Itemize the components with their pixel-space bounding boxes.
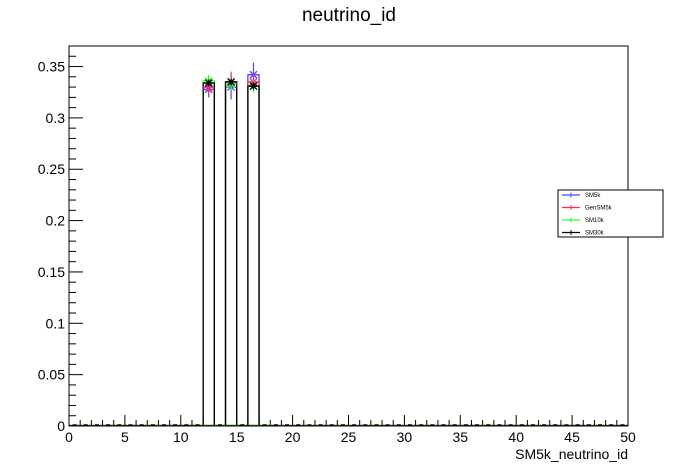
legend-box (557, 189, 664, 238)
legend-label-SM5k: SM5k (585, 193, 601, 199)
legend-label-SM10k: SM10k (585, 218, 605, 224)
marker-star-SM30k-0 (205, 79, 213, 87)
x-axis-label: SM5k_neutrino_id (515, 446, 628, 462)
x-tick-label: 35 (453, 429, 469, 445)
y-tick-label: 0 (57, 418, 65, 434)
bar-SM5k-1 (224, 86, 238, 426)
legend-label-GenSM5k: GenSM5k (585, 206, 613, 212)
x-tick-label: 25 (341, 429, 357, 445)
bar-GenSM5k-0 (202, 86, 215, 426)
y-tick-label: 0.35 (38, 59, 65, 75)
y-tick-label: 0.15 (38, 264, 65, 280)
y-tick-label: 0.1 (46, 315, 66, 331)
bar-SM10k-2 (247, 85, 260, 426)
x-tick-label: 50 (620, 429, 636, 445)
marker-star-SM30k-1 (227, 78, 235, 86)
x-tick-label: 15 (229, 429, 245, 445)
x-tick-label: 10 (173, 429, 189, 445)
bar-SM5k-2 (247, 74, 260, 426)
x-tick-label: 40 (508, 429, 524, 445)
bar-SM30k-2 (247, 85, 260, 426)
x-tick-label: 5 (121, 429, 129, 445)
x-tick-label: 0 (65, 429, 73, 445)
x-tick-label: 30 (397, 429, 413, 445)
chart-title: neutrino_id (302, 5, 396, 26)
x-tick-label: 20 (285, 429, 301, 445)
plot-frame (68, 45, 629, 427)
marker-star-SM30k-2 (249, 82, 257, 90)
y-tick-label: 0.05 (38, 367, 65, 383)
bar-SM10k-0 (202, 80, 215, 426)
bar-SM10k-1 (224, 83, 238, 426)
y-tick-label: 0.3 (46, 110, 66, 126)
x-tick-label: 45 (564, 429, 580, 445)
legend-label-SM30k: SM30k (585, 231, 605, 237)
bar-GenSM5k-1 (224, 81, 238, 426)
y-tick-label: 0.25 (38, 161, 65, 177)
legend: SM5k GenSM5k SM10k SM30k (557, 189, 664, 238)
bar-GenSM5k-2 (247, 81, 260, 426)
bar-SM5k-0 (202, 88, 215, 426)
bar-SM30k-1 (224, 81, 238, 426)
bar-SM30k-0 (202, 82, 215, 426)
y-tick-label: 0.2 (46, 213, 66, 229)
